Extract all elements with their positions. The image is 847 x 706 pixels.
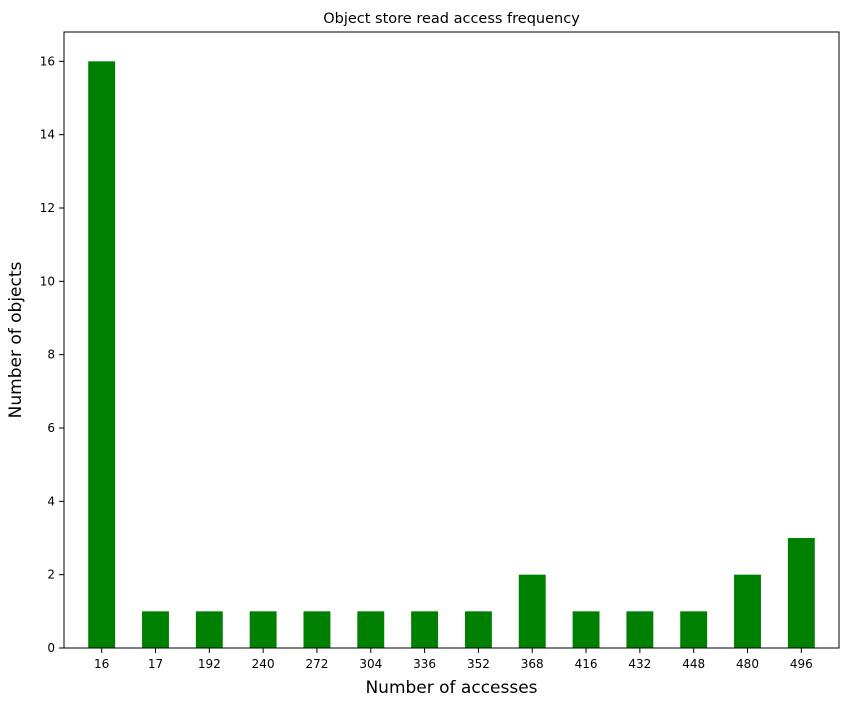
bar-17 — [142, 611, 169, 648]
y-tick-label: 2 — [47, 568, 55, 582]
x-tick-label: 480 — [736, 657, 759, 671]
bar-16 — [88, 61, 116, 649]
plot-frame — [63, 31, 840, 649]
bar-448 — [680, 611, 708, 648]
x-tick-label: 240 — [252, 657, 275, 671]
bar-368 — [518, 574, 546, 648]
y-tick-label: 12 — [40, 201, 55, 215]
bar-480 — [734, 574, 761, 648]
chart-title: Object store read access frequency — [323, 11, 580, 27]
bar-416 — [572, 611, 600, 648]
bar-272 — [303, 611, 331, 648]
y-tick-label: 8 — [47, 348, 55, 362]
bar-304 — [357, 611, 385, 648]
y-tick-label: 16 — [40, 54, 55, 68]
x-tick-label: 272 — [305, 657, 328, 671]
bar-192 — [195, 611, 223, 648]
x-tick-label: 16 — [94, 657, 109, 671]
bar-336 — [411, 611, 439, 648]
y-tick-label: 6 — [47, 421, 55, 435]
x-tick-label: 368 — [521, 657, 544, 671]
x-axis-title: Number of accesses — [365, 678, 537, 698]
bar-432 — [626, 611, 654, 648]
bar-496 — [787, 538, 815, 648]
bar-240 — [249, 611, 277, 648]
x-tick-label: 17 — [148, 657, 163, 671]
y-tick-label: 14 — [40, 128, 55, 142]
y-axis: 0 2 4 6 8 10 12 14 16 — [40, 54, 64, 655]
y-axis-title: Number of objects — [6, 261, 26, 418]
bar-352 — [464, 611, 492, 648]
x-tick-label: 496 — [790, 657, 813, 671]
x-tick-label: 352 — [467, 657, 490, 671]
y-tick-label: 0 — [47, 641, 55, 655]
y-tick-label: 10 — [40, 274, 55, 288]
x-axis: 16 17 192 240 272 304 336 352 368 416 432 448 480 496 — [94, 648, 813, 671]
x-tick-label: 416 — [575, 657, 598, 671]
x-tick-label: 336 — [413, 657, 436, 671]
bars-group — [88, 61, 815, 649]
x-tick-label: 448 — [682, 657, 705, 671]
y-tick-label: 4 — [47, 494, 55, 508]
x-tick-label: 192 — [198, 657, 221, 671]
x-tick-label: 432 — [628, 657, 651, 671]
x-tick-label: 304 — [359, 657, 382, 671]
